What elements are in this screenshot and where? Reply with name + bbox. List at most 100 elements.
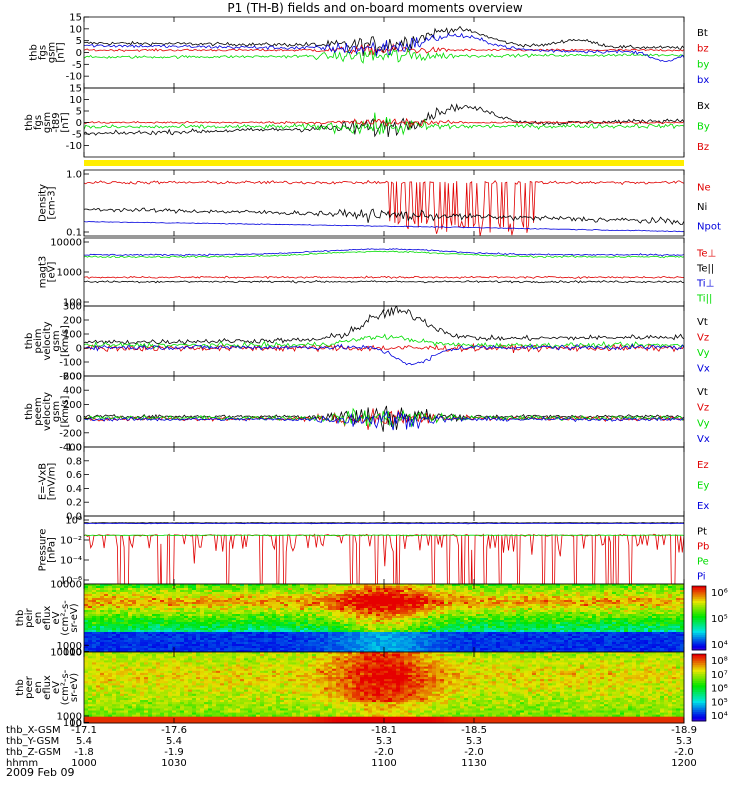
spectrogram-cell: [396, 618, 401, 621]
spectrogram-cell: [364, 592, 369, 595]
spectrogram-cell: [244, 644, 249, 647]
spectrogram-cell: [152, 630, 157, 633]
spectrogram-cell: [636, 604, 641, 607]
spectrogram-cell: [488, 636, 493, 639]
spectrogram-cell: [132, 592, 137, 595]
spectrogram-cell: [252, 602, 257, 605]
spectrogram-cell: [416, 622, 421, 625]
spectrogram-cell: [288, 644, 293, 647]
spectrogram-cell: [628, 638, 633, 641]
spectrogram-cell: [624, 630, 629, 633]
spectrogram-cell: [532, 586, 537, 589]
spectrogram-cell: [128, 642, 133, 645]
legend-entry: Vt: [697, 387, 708, 398]
spectrogram-cell: [416, 608, 421, 611]
spectrogram-cell: [496, 610, 501, 613]
spectrogram-cell: [352, 606, 357, 609]
spectrogram-cell: [116, 642, 121, 645]
spectrogram-cell: [184, 614, 189, 617]
spectrogram-cell: [484, 590, 489, 593]
spectrogram-cell: [244, 586, 249, 589]
spectrogram-cell: [284, 614, 289, 617]
spectrogram-cell: [316, 600, 321, 603]
spectrogram-cell: [616, 608, 621, 611]
spectrogram-cell: [420, 592, 425, 595]
spectrogram-cell: [656, 614, 661, 617]
spectrogram-cell: [348, 592, 353, 595]
spectrogram-cell: [620, 624, 625, 627]
spectrogram-cell: [180, 644, 185, 647]
spectrogram-cell: [100, 586, 105, 589]
spectrogram-cell: [504, 626, 509, 629]
spectrogram-cell: [508, 594, 513, 597]
spectrogram-cell: [436, 584, 441, 587]
spectrogram-cell: [612, 632, 617, 635]
spectrogram-cell: [360, 630, 365, 633]
spectrogram-cell: [256, 590, 261, 593]
spectrogram-cell: [624, 596, 629, 599]
spectrogram-cell: [520, 622, 525, 625]
spectrogram-cell: [396, 600, 401, 603]
spectrogram-cell: [260, 592, 265, 595]
spectrogram-cell: [556, 606, 561, 609]
spectrogram-cell: [124, 612, 129, 615]
spectrogram-cell: [308, 594, 313, 597]
spectrogram-cell: [424, 622, 429, 625]
spectrogram-cell: [504, 598, 509, 601]
spectrogram-cell: [192, 598, 197, 601]
spectrogram-cell: [152, 642, 157, 645]
spectrogram-cell: [224, 632, 229, 635]
spectrogram-cell: [152, 596, 157, 599]
legend-entry: Ey: [697, 481, 709, 492]
spectrogram-cell: [112, 590, 117, 593]
spectrogram-cell: [428, 644, 433, 647]
spectrogram-cell: [244, 602, 249, 605]
spectrogram-cell: [220, 610, 225, 613]
spectrogram-cell: [188, 608, 193, 611]
spectrogram-cell: [128, 638, 133, 641]
spectrogram-cell: [676, 636, 681, 639]
spectrogram-cell: [196, 608, 201, 611]
spectrogram-cell: [464, 604, 469, 607]
spectrogram-cell: [280, 604, 285, 607]
spectrogram-cell: [236, 618, 241, 621]
spectrogram-cell: [524, 584, 529, 587]
spectrogram-cell: [132, 644, 137, 647]
spectrogram-cell: [528, 588, 533, 591]
spectrogram-cell: [608, 588, 613, 591]
spectrogram-cell: [548, 614, 553, 617]
spectrogram-cell: [136, 624, 141, 627]
spectrogram-cell: [192, 620, 197, 623]
spectrogram-cell: [600, 618, 605, 621]
spectrogram-cell: [176, 590, 181, 593]
spectrogram-cell: [512, 590, 517, 593]
spectrogram-cell: [212, 594, 217, 597]
spectrogram-cell: [640, 642, 645, 645]
spectrogram-cell: [532, 644, 537, 647]
spectrogram-cell: [532, 642, 537, 645]
spectrogram-cell: [572, 624, 577, 627]
spectrogram-cell: [632, 630, 637, 633]
spectrogram-cell: [84, 634, 89, 637]
spectrogram-cell: [484, 642, 489, 645]
spectrogram-cell: [196, 594, 201, 597]
spectrogram-cell: [516, 616, 521, 619]
spectrogram-cell: [292, 584, 297, 587]
spectrogram-cell: [412, 634, 417, 637]
spectrogram-cell: [404, 632, 409, 635]
spectrogram-cell: [348, 634, 353, 637]
spectrogram-cell: [300, 620, 305, 623]
spectrogram-cell: [316, 646, 321, 649]
spectrogram-cell: [108, 596, 113, 599]
spectrogram-cell: [660, 626, 665, 629]
spectrogram-cell: [528, 642, 533, 645]
spectrogram-cell: [460, 642, 465, 645]
spectrogram-cell: [532, 610, 537, 613]
spectrogram-cell: [288, 630, 293, 633]
legend-entry: by: [697, 59, 709, 70]
spectrogram-cell: [276, 626, 281, 629]
spectrogram-cell: [516, 634, 521, 637]
spectrogram-cell: [516, 636, 521, 639]
spectrogram-cell: [432, 612, 437, 615]
spectrogram-cell: [664, 622, 669, 625]
